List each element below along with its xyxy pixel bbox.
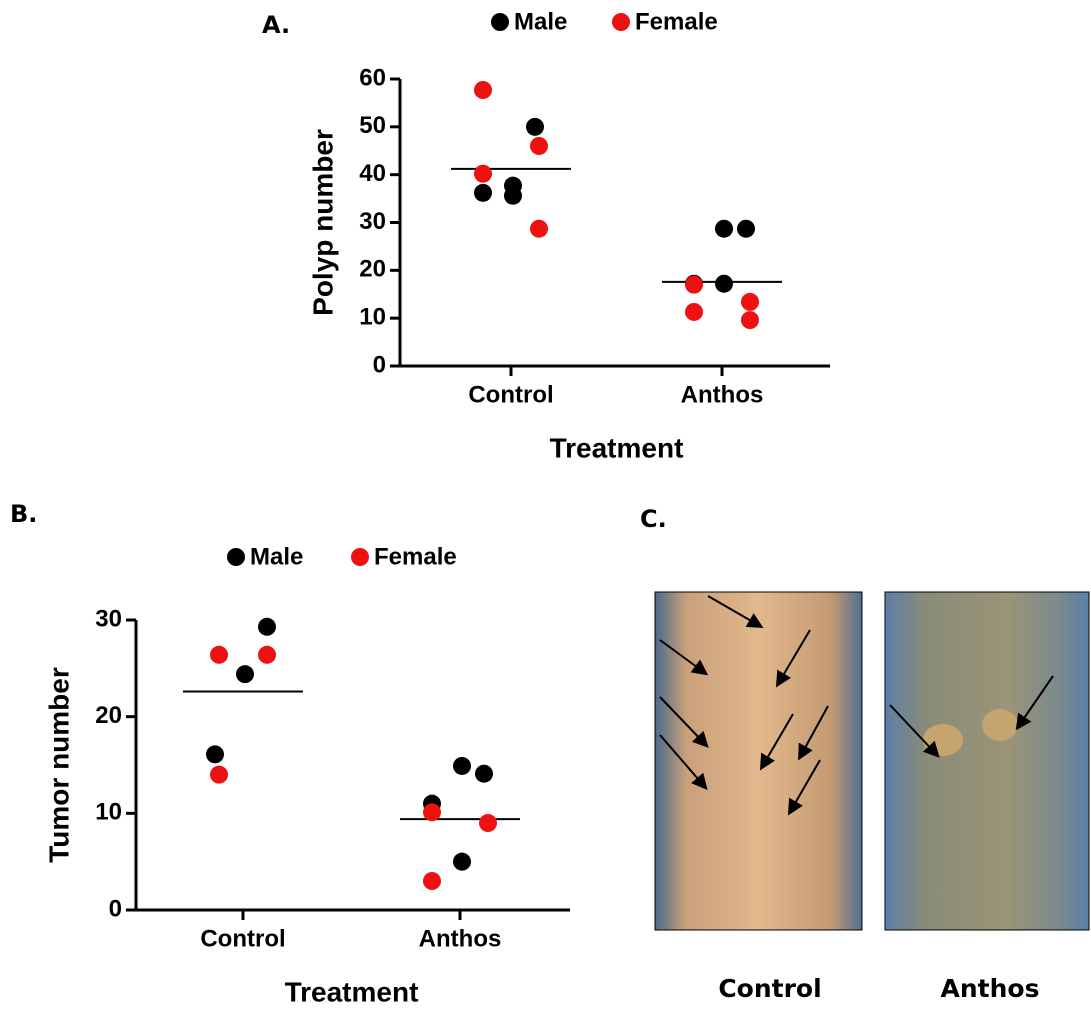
data-point [741,293,759,311]
data-point [206,745,224,763]
data-point [453,757,471,775]
x-tick-label: Anthos [681,381,764,408]
data-point [423,803,441,821]
data-point [423,872,441,890]
y-tick-label: 30 [359,208,386,235]
figure: C. Control Anthos A. Male Female 0 10 20 30 40 5… [0,0,1091,1022]
data-point [236,665,254,683]
data-point [737,220,755,238]
data-point [685,276,703,294]
panel-label: B. [10,500,37,528]
y-tick-label: 50 [359,112,386,139]
y-axis-title: Polyp number [307,129,338,316]
data-point [530,220,548,238]
data-point [474,165,492,183]
x-axis-title: Treatment [550,432,684,463]
y-tick-label: 20 [95,702,122,729]
data-point [479,814,497,832]
y-tick-label: 0 [109,895,122,922]
y-tick-label: 40 [359,160,386,187]
y-tick-label: 20 [359,256,386,283]
legend-label: Male [514,8,567,35]
data-point [685,303,703,321]
data-point [526,118,544,136]
legend-label: Male [250,543,303,570]
photo-anthos [885,592,1089,930]
y-tick-label: 60 [359,64,386,91]
legend-label: Female [374,543,457,570]
legend-marker [491,13,509,31]
data-point [474,81,492,99]
photo-caption: Anthos [941,974,1040,1003]
legend-marker [227,548,245,566]
photo-control [655,592,862,930]
y-tick-label: 10 [359,304,386,331]
x-tick-label: Control [200,925,285,952]
data-point [715,220,733,238]
data-point [453,853,471,871]
data-point [258,618,276,636]
data-point [715,275,733,293]
data-point [210,646,228,664]
y-axis-title: Tumor number [43,667,74,863]
data-point [475,765,493,783]
data-point [258,646,276,664]
x-tick-label: Anthos [419,925,502,952]
data-point [741,311,759,329]
y-tick-label: 30 [95,605,122,632]
panel-label: A. [262,11,290,39]
legend-marker [612,13,630,31]
y-tick-label: 0 [373,351,386,378]
x-axis-title: Treatment [285,976,419,1007]
legend-label: Female [635,8,718,35]
data-point [504,187,522,205]
data-point [474,184,492,202]
y-tick-label: 10 [95,799,122,826]
x-tick-label: Control [468,381,553,408]
photo-caption: Control [718,974,821,1003]
data-point [210,766,228,784]
data-point [530,137,548,155]
panel-label: C. [640,505,667,533]
legend-marker [351,548,369,566]
